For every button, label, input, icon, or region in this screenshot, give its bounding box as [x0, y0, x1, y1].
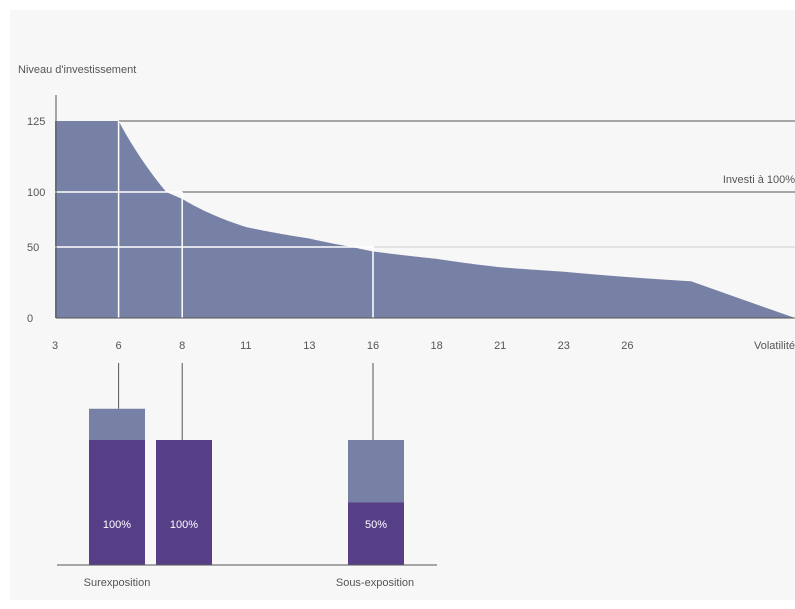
y-tick-label: 100: [27, 187, 45, 199]
bar-value-label: 50%: [365, 519, 387, 531]
x-tick-label: 3: [52, 340, 58, 352]
group-label-sous-exposition: Sous-exposition: [336, 577, 414, 589]
area-series: [55, 121, 795, 318]
x-tick-label: 26: [621, 340, 633, 352]
x-axis-label: Volatilité: [754, 340, 795, 352]
y-axis-label: Niveau d'investissement: [18, 64, 136, 76]
x-tick-label: 16: [367, 340, 379, 352]
bar-value-label: 100%: [103, 519, 131, 531]
y-tick-label: 50: [27, 242, 39, 254]
y-tick-label: 0: [27, 313, 33, 325]
x-tick-label: 18: [430, 340, 442, 352]
bar-value-label: 100%: [170, 519, 198, 531]
bar-segment-base: [156, 440, 212, 565]
bar-segment-upper: [348, 440, 404, 503]
x-tick-label: 11: [240, 340, 251, 352]
group-label-surexposition: Surexposition: [84, 577, 151, 589]
y-tick-label: 125: [27, 116, 45, 128]
x-tick-label: 23: [558, 340, 570, 352]
bar-segment-base: [348, 502, 404, 565]
x-tick-label: 13: [303, 340, 315, 352]
bar-segment-upper: [89, 408, 145, 440]
x-tick-label: 21: [494, 340, 506, 352]
area-chart: 0 50 100 125 3 6 8 11 13 16 18 21 23 26 Investi à 100%: [27, 95, 795, 352]
bar-chart: 100% 100% 50% Surexposition Sous-exposition: [57, 363, 437, 589]
x-tick-label: 8: [179, 340, 185, 352]
x-tick-label: 6: [116, 340, 122, 352]
bar-segment-base: [89, 440, 145, 565]
annotation-label: Investi à 100%: [723, 174, 795, 186]
